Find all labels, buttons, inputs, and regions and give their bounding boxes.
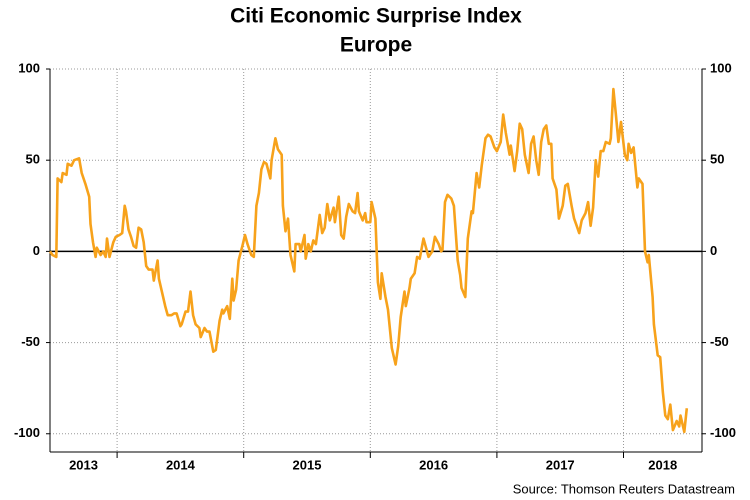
x-tick-label: 2018: [648, 457, 677, 472]
y2-tick-label: 100: [710, 60, 732, 75]
x-tick-label: 2017: [546, 457, 575, 472]
x-tick-label: 2015: [293, 457, 322, 472]
y2-tick-label: 0: [710, 243, 717, 258]
y-tick-label: 50: [26, 152, 40, 167]
y-tick-label: -50: [21, 334, 40, 349]
y-tick-label: 100: [18, 60, 40, 75]
y2-tick-label: -100: [710, 425, 736, 440]
chart-title: Citi Economic Surprise Index: [230, 5, 522, 28]
y-tick-label: -100: [14, 425, 40, 440]
chart-subtitle: Europe: [340, 34, 412, 57]
y2-tick-label: 50: [710, 152, 724, 167]
data-line: [48, 87, 689, 434]
source-note: Source: Thomson Reuters Datastream: [513, 481, 735, 496]
y-tick-label: 0: [33, 243, 40, 258]
y2-tick-label: -50: [710, 334, 729, 349]
x-tick-label: 2013: [69, 457, 98, 472]
x-tick-label: 2016: [419, 457, 448, 472]
x-tick-label: 2014: [166, 457, 196, 472]
